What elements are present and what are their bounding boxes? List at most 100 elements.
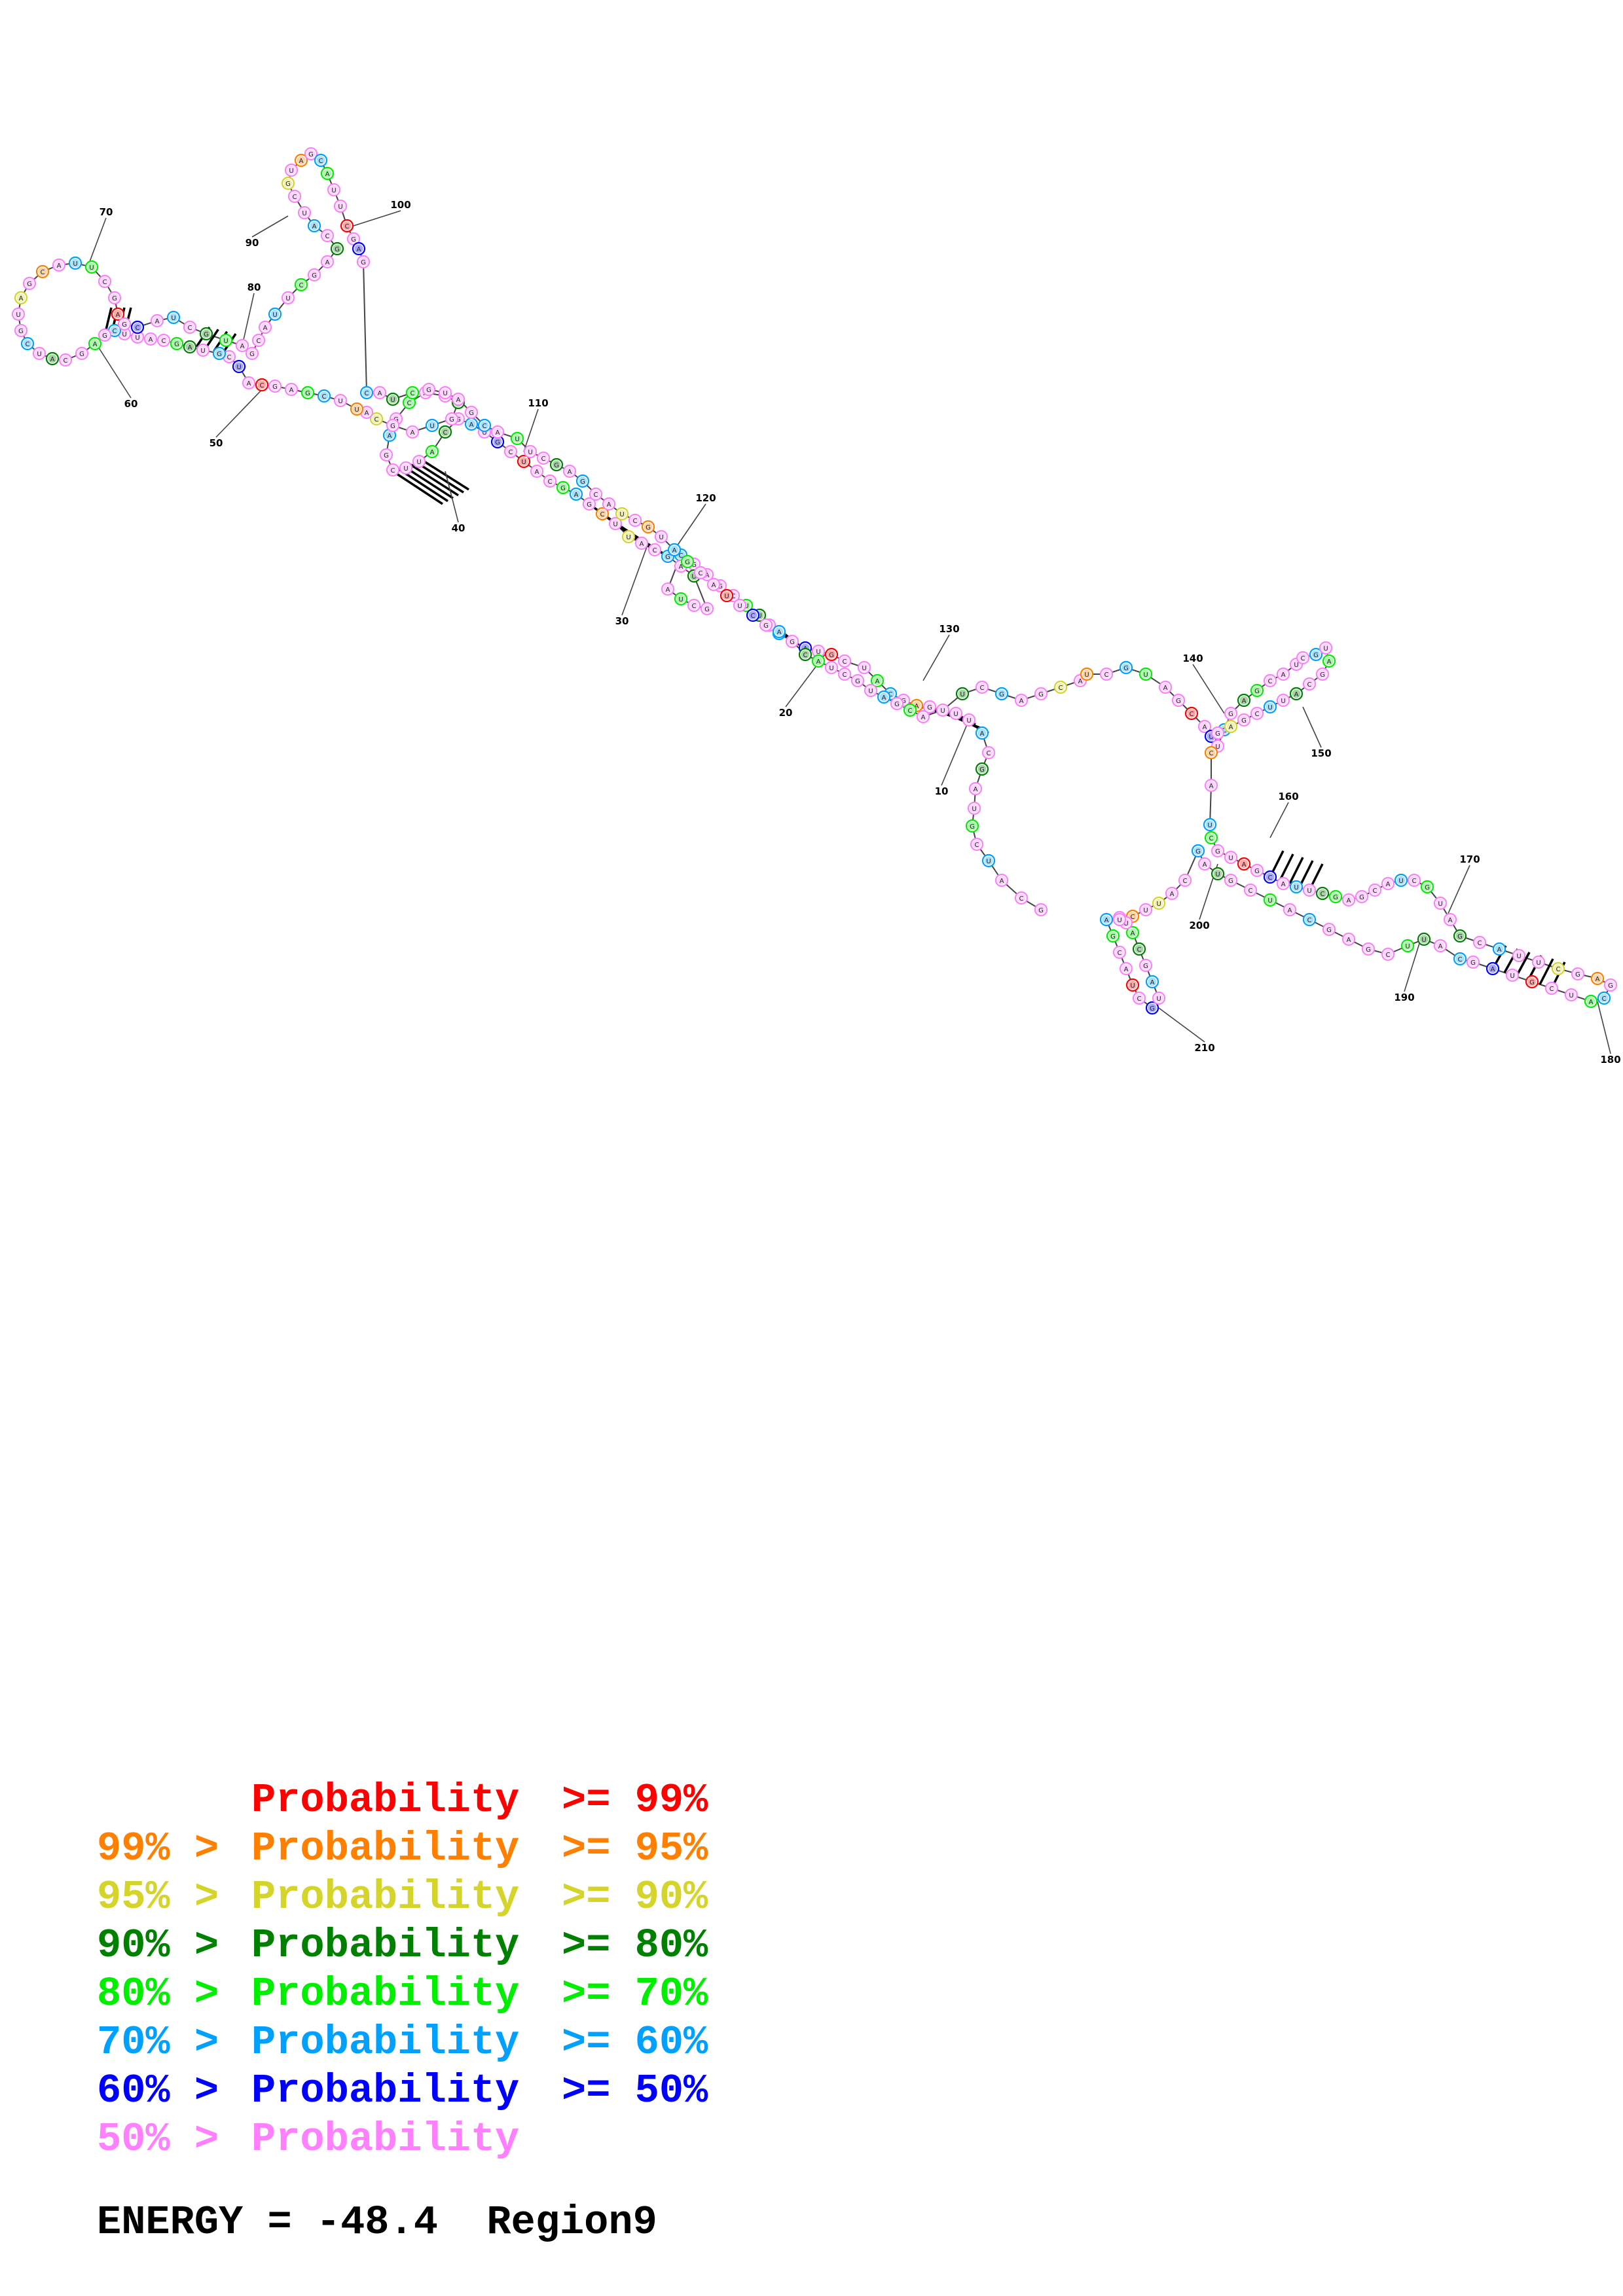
nucleotide: C bbox=[981, 745, 996, 760]
svg-text:G: G bbox=[580, 478, 585, 486]
nucleotide: U bbox=[1512, 948, 1526, 963]
nucleotide: G bbox=[445, 412, 459, 426]
nucleotide: G bbox=[556, 480, 570, 495]
svg-text:C: C bbox=[322, 393, 327, 401]
position-label: 120 bbox=[695, 492, 716, 504]
nucleotide: U bbox=[1417, 932, 1431, 946]
nucleotide: G bbox=[1119, 660, 1133, 675]
nucleotide: C bbox=[359, 386, 374, 400]
svg-text:G: G bbox=[1123, 665, 1129, 672]
svg-text:G: G bbox=[495, 439, 500, 446]
svg-text:C: C bbox=[1222, 727, 1227, 734]
svg-text:G: G bbox=[1575, 971, 1580, 978]
nucleotide: A bbox=[1443, 912, 1457, 927]
nucleotide: G bbox=[850, 673, 865, 688]
svg-text:G: G bbox=[1241, 717, 1247, 725]
nucleotide: C bbox=[1453, 952, 1467, 966]
svg-text:G: G bbox=[691, 562, 697, 569]
nucleotide: C bbox=[746, 608, 760, 622]
nucleotide: G bbox=[281, 176, 295, 190]
svg-text:C: C bbox=[1550, 986, 1554, 993]
nucleotide: U bbox=[386, 392, 400, 406]
region-name: Region9 bbox=[486, 2199, 657, 2246]
svg-text:U: U bbox=[73, 260, 77, 268]
nucleotide: U bbox=[936, 703, 950, 717]
nucleotide: U bbox=[674, 592, 688, 606]
svg-text:G: G bbox=[426, 387, 431, 394]
svg-text:C: C bbox=[260, 382, 264, 389]
nucleotide: C bbox=[543, 474, 557, 488]
svg-text:G: G bbox=[335, 246, 340, 253]
svg-text:A: A bbox=[1294, 691, 1299, 698]
svg-text:A: A bbox=[1281, 672, 1286, 679]
svg-text:G: G bbox=[456, 416, 461, 423]
nucleotide: U bbox=[1125, 978, 1140, 992]
nucleotide: C bbox=[402, 395, 416, 410]
nucleotide: A bbox=[562, 464, 577, 478]
energy-label: ENERGY = bbox=[97, 2199, 292, 2246]
position-tick bbox=[523, 408, 539, 452]
legend-upper-bound: >= 80% bbox=[562, 1922, 708, 1969]
nucleotide: A bbox=[1014, 693, 1029, 708]
nucleotide: U bbox=[608, 516, 623, 531]
svg-text:U: U bbox=[960, 691, 964, 698]
svg-text:C: C bbox=[987, 750, 991, 757]
nucleotide: C bbox=[1132, 942, 1146, 956]
position-label: 110 bbox=[528, 397, 548, 409]
nucleotide: G bbox=[1034, 687, 1048, 701]
svg-text:U: U bbox=[1536, 960, 1541, 967]
svg-text:G: G bbox=[390, 423, 395, 430]
svg-text:A: A bbox=[247, 380, 251, 387]
nucleotide: U bbox=[967, 801, 981, 816]
svg-text:C: C bbox=[1307, 917, 1312, 924]
legend-upper-bound: >= 70% bbox=[562, 1971, 708, 2017]
nucleotide: U bbox=[510, 431, 524, 446]
svg-text:A: A bbox=[1448, 917, 1453, 924]
svg-text:G: G bbox=[308, 151, 314, 158]
svg-text:A: A bbox=[1209, 783, 1214, 790]
svg-text:U: U bbox=[966, 717, 971, 725]
svg-text:C: C bbox=[1373, 888, 1377, 895]
nucleotide: A bbox=[464, 417, 479, 431]
nucleotide: C bbox=[1204, 745, 1218, 760]
nucleotide: U bbox=[166, 310, 181, 325]
position-label: 100 bbox=[390, 199, 410, 211]
svg-text:C: C bbox=[1478, 940, 1482, 947]
svg-text:U: U bbox=[626, 534, 630, 541]
legend-lower-bound: 90% > bbox=[97, 1922, 219, 1969]
svg-text:A: A bbox=[705, 572, 710, 579]
svg-text:C: C bbox=[410, 390, 415, 397]
nucleotide: A bbox=[1433, 939, 1448, 953]
svg-text:G: G bbox=[1254, 688, 1260, 695]
svg-text:U: U bbox=[691, 573, 696, 581]
nucleotide: C bbox=[1014, 891, 1029, 905]
nucleotide: U bbox=[232, 359, 246, 374]
nucleotide: G bbox=[700, 601, 714, 616]
position-tick bbox=[941, 719, 970, 786]
svg-text:U: U bbox=[285, 295, 290, 302]
svg-text:A: A bbox=[325, 171, 330, 178]
nucleotide: C bbox=[1551, 961, 1565, 976]
nucleotide: C bbox=[294, 278, 308, 292]
svg-text:U: U bbox=[1130, 982, 1135, 990]
nucleotide: G bbox=[549, 457, 564, 472]
nucleotide: U bbox=[11, 307, 26, 321]
svg-text:G: G bbox=[272, 384, 278, 391]
svg-text:C: C bbox=[1412, 878, 1417, 885]
svg-text:A: A bbox=[1347, 897, 1351, 905]
svg-text:C: C bbox=[1268, 678, 1273, 685]
nucleotide: U bbox=[720, 588, 734, 603]
nucleotide: C bbox=[314, 153, 328, 168]
nucleotide: A bbox=[382, 428, 397, 442]
nucleotide: A bbox=[975, 726, 989, 740]
svg-text:C: C bbox=[227, 354, 232, 361]
svg-text:U: U bbox=[1294, 884, 1298, 891]
nucleotide: U bbox=[1319, 641, 1333, 655]
nucleotide: A bbox=[667, 543, 682, 557]
nucleotide: U bbox=[864, 683, 878, 698]
svg-text:C: C bbox=[1137, 946, 1142, 954]
nucleotide: U bbox=[517, 454, 531, 469]
nucleotide: G bbox=[1106, 929, 1120, 943]
svg-text:G: G bbox=[901, 698, 906, 705]
nucleotide: U bbox=[284, 163, 299, 177]
